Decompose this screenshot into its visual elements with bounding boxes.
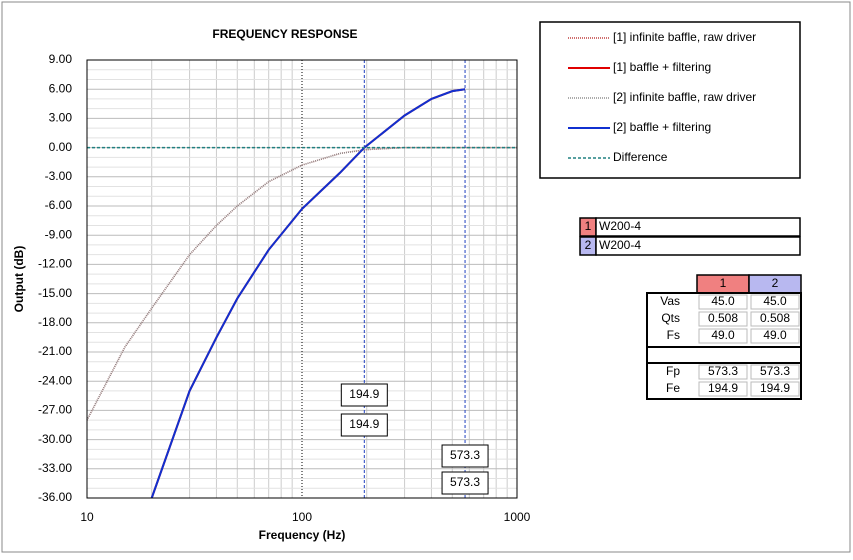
marker-label-box xyxy=(340,413,388,437)
table-value: 573.3 xyxy=(760,364,790,378)
marker-label: 573.3 xyxy=(450,475,480,489)
table-value: 194.9 xyxy=(760,381,790,395)
driver-index: 2 xyxy=(585,238,592,252)
table-cell xyxy=(698,294,748,310)
marker-label: 573.3 xyxy=(450,448,480,462)
table-cell xyxy=(750,364,800,380)
legend-label: [1] infinite baffle, raw driver xyxy=(613,30,756,44)
marker-label-box xyxy=(340,383,388,407)
table-value: 49.0 xyxy=(711,328,735,342)
y-tick-label: -36.00 xyxy=(38,490,72,504)
table-cell xyxy=(750,294,800,310)
y-tick-label: -9.00 xyxy=(45,227,73,241)
row-label: Vas xyxy=(660,294,680,308)
legend-label: Difference xyxy=(613,150,668,164)
driver-name: W200-4 xyxy=(599,238,641,252)
table-cell xyxy=(750,381,800,397)
table-cell xyxy=(750,328,800,344)
table-value: 45.0 xyxy=(711,294,735,308)
y-tick-label: -18.00 xyxy=(38,315,72,329)
y-tick-label: -21.00 xyxy=(38,344,72,358)
driver-name-box xyxy=(595,217,801,237)
table-value: 194.9 xyxy=(708,381,738,395)
table-gap xyxy=(646,346,802,364)
y-tick-label: -3.00 xyxy=(45,169,73,183)
driver-name: W200-4 xyxy=(599,219,641,233)
plot-border xyxy=(86,59,518,499)
row-label: Fp xyxy=(666,364,680,378)
table-cell xyxy=(698,364,748,380)
legend-label: [2] infinite baffle, raw driver xyxy=(613,90,756,104)
y-tick-label: 3.00 xyxy=(49,111,73,125)
x-tick-label: 1000 xyxy=(504,510,531,524)
y-tick-label: -30.00 xyxy=(38,432,72,446)
y-tick-label: -12.00 xyxy=(38,257,72,271)
y-tick-label: 6.00 xyxy=(49,81,73,95)
table-cell xyxy=(698,311,748,327)
x-axis-title: Frequency (Hz) xyxy=(259,528,346,542)
row-label: Fe xyxy=(666,381,680,395)
marker-label-box xyxy=(441,444,489,468)
marker-label: 194.9 xyxy=(349,387,379,401)
table-cell xyxy=(698,381,748,397)
x-tick-label: 10 xyxy=(80,510,94,524)
driver-name-box xyxy=(595,236,801,256)
series-line xyxy=(150,88,466,499)
table-cell xyxy=(750,311,800,327)
legend xyxy=(539,21,801,179)
marker-label: 194.9 xyxy=(349,417,379,431)
table-value: 49.0 xyxy=(763,328,787,342)
table-value: 0.508 xyxy=(760,311,790,325)
row-label: Fs xyxy=(667,328,680,342)
legend-label: [2] baffle + filtering xyxy=(613,120,711,134)
row-label: Qts xyxy=(661,311,680,325)
table-header: 1 xyxy=(720,276,727,290)
table-value: 45.0 xyxy=(763,294,787,308)
y-tick-label: -15.00 xyxy=(38,286,72,300)
y-axis-title: Output (dB) xyxy=(12,246,26,313)
table-value: 0.508 xyxy=(708,311,738,325)
x-tick-label: 100 xyxy=(292,510,312,524)
table-cell xyxy=(698,328,748,344)
table-header: 2 xyxy=(772,276,779,290)
y-tick-label: 0.00 xyxy=(49,140,73,154)
y-tick-label: -33.00 xyxy=(38,461,72,475)
y-tick-label: 9.00 xyxy=(49,52,73,66)
legend-label: [1] baffle + filtering xyxy=(613,60,711,74)
y-tick-label: -6.00 xyxy=(45,198,73,212)
table-value: 573.3 xyxy=(708,364,738,378)
y-tick-label: -27.00 xyxy=(38,403,72,417)
driver-index: 1 xyxy=(585,219,592,233)
marker-label-box xyxy=(441,471,489,495)
y-tick-label: -24.00 xyxy=(38,373,72,387)
chart-title: FREQUENCY RESPONSE xyxy=(212,27,357,41)
